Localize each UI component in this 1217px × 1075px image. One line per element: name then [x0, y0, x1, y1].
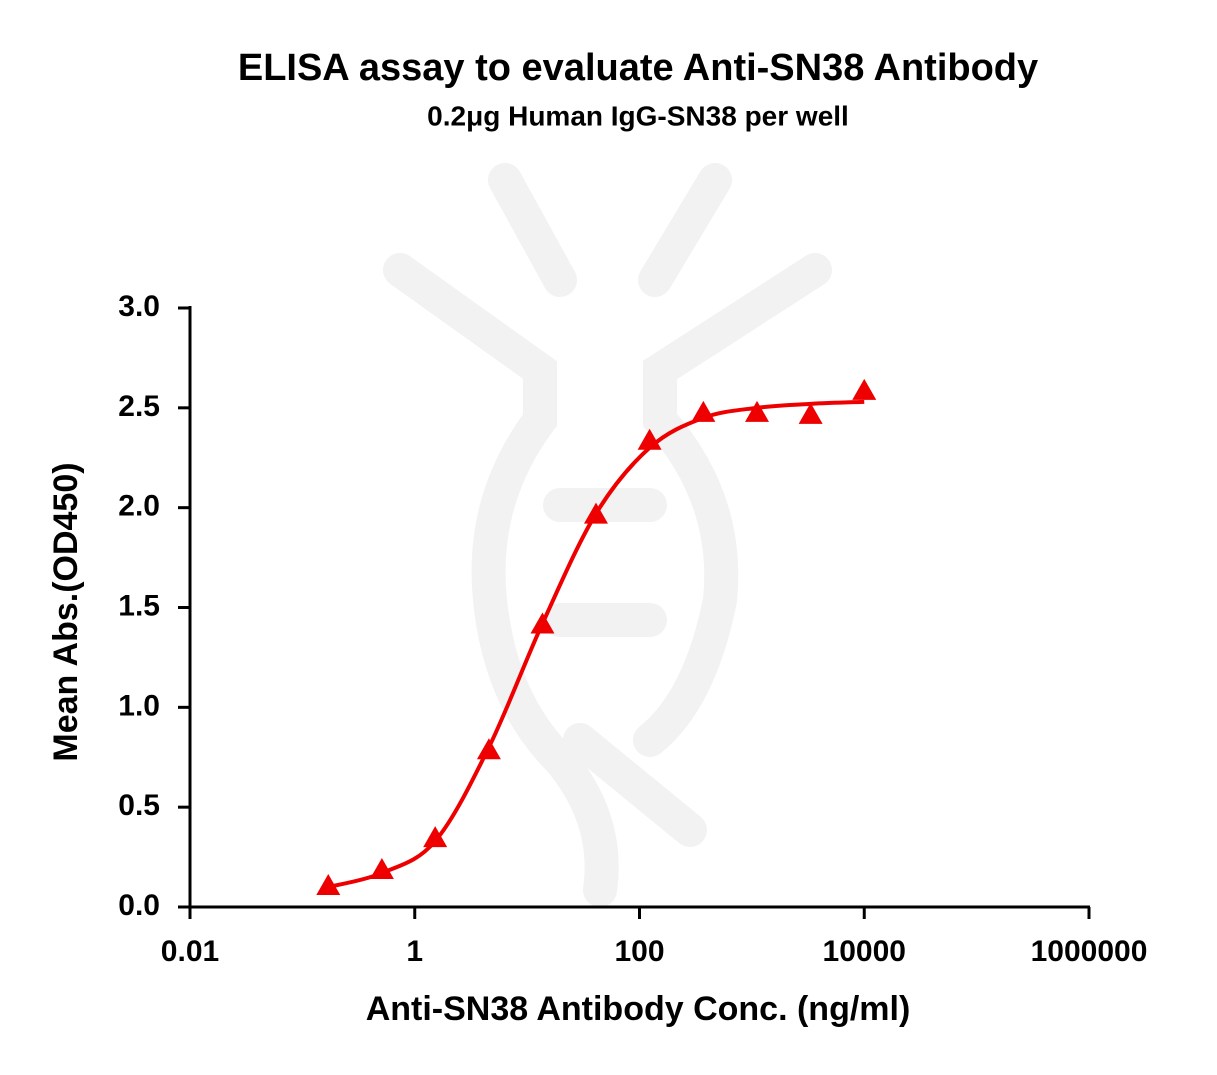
- y-tick-label: 2.0: [118, 490, 160, 523]
- data-point: [691, 400, 716, 422]
- y-tick-label: 0.5: [118, 789, 160, 822]
- data-point: [476, 738, 501, 760]
- y-axis-label: Mean Abs.(OD450): [47, 462, 85, 761]
- data-point: [798, 402, 823, 424]
- chart-subtitle: 0.2μg Human IgG-SN38 per well: [427, 100, 849, 131]
- data-point: [423, 826, 448, 848]
- data-point: [637, 428, 662, 450]
- data-point: [745, 400, 770, 422]
- x-tick-label: 1: [406, 935, 423, 968]
- x-tick-label: 1000000: [1031, 935, 1148, 968]
- data-point: [583, 502, 608, 524]
- y-tick-label: 2.5: [118, 390, 160, 423]
- data-point: [369, 858, 394, 880]
- data-point: [852, 378, 877, 400]
- y-tick-label: 0.0: [118, 889, 160, 922]
- y-tick-label: 1.0: [118, 689, 160, 722]
- x-axis-label: Anti-SN38 Antibody Conc. (ng/ml): [366, 990, 911, 1028]
- x-tick-label: 10000: [823, 935, 906, 968]
- y-tick-label: 3.0: [118, 290, 160, 323]
- chart-title: ELISA assay to evaluate Anti-SN38 Antibo…: [238, 47, 1038, 89]
- y-tick-label: 1.5: [118, 589, 160, 622]
- watermark: [383, 163, 832, 907]
- x-tick-label: 100: [614, 935, 664, 968]
- data-point: [530, 612, 555, 634]
- data-point: [316, 874, 341, 896]
- x-tick-label: 0.01: [161, 935, 219, 968]
